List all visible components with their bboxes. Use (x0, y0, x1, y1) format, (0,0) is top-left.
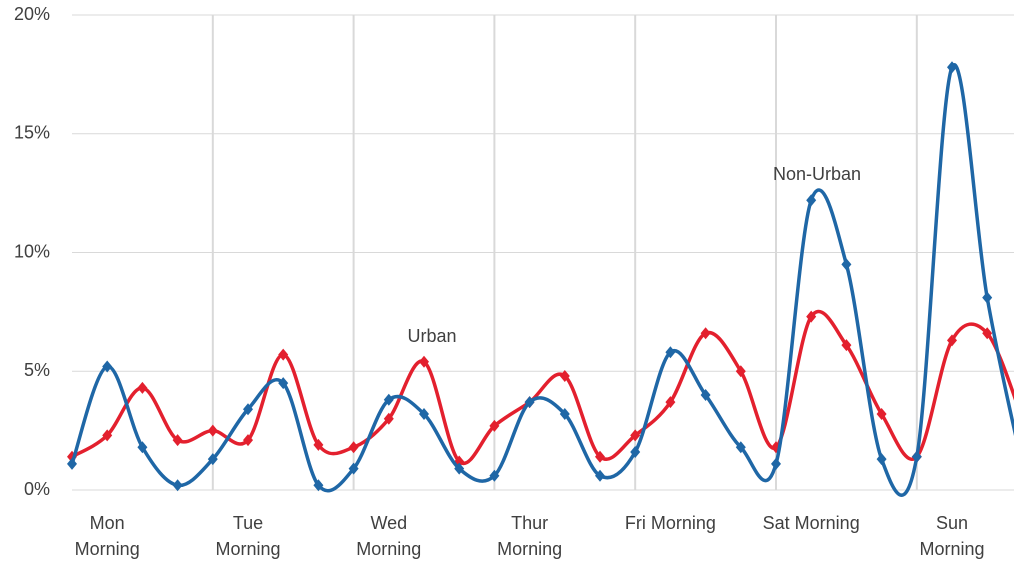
y-tick-label: 20% (14, 4, 50, 24)
marker (102, 360, 113, 373)
marker (137, 381, 148, 394)
x-tick-label: Fri Morning (624, 513, 716, 533)
marker (313, 479, 324, 492)
x-tick-label: Wed Morning (356, 513, 422, 559)
marker (172, 479, 183, 492)
marker (876, 408, 887, 420)
marker (278, 377, 289, 390)
marker (102, 429, 113, 442)
x-tick-label: Thur Morning (497, 513, 563, 559)
marker (735, 365, 746, 378)
marker (700, 327, 711, 340)
marker (876, 453, 887, 466)
marker (207, 424, 218, 437)
marker (771, 457, 781, 470)
y-tick-label: 0% (24, 479, 50, 499)
marker (665, 346, 676, 359)
marker (595, 450, 605, 463)
marker (419, 408, 429, 420)
x-tick-label: Mon Morning (74, 513, 140, 559)
plot-layer: 0% 5% 10% 15% 20% Urban Non-Urban (14, 4, 1014, 499)
marker (348, 441, 359, 454)
marker (947, 334, 957, 347)
marker (67, 457, 77, 470)
y-tick-label: 10% (14, 241, 50, 261)
series-label: Non-Urban (773, 164, 861, 184)
marker (595, 469, 605, 482)
marker (383, 393, 394, 406)
marker (911, 450, 922, 463)
x-tick-label: Tue Morning (215, 513, 281, 559)
y-tick-label: 15% (14, 123, 50, 143)
marker (806, 310, 817, 323)
marker (313, 438, 324, 451)
marker (278, 348, 289, 361)
marker (735, 441, 746, 454)
marker (454, 462, 465, 475)
marker (489, 469, 500, 482)
y-tick-label: 5% (24, 360, 50, 380)
marker (665, 396, 676, 409)
marker (630, 429, 641, 442)
marker (947, 61, 957, 74)
marker (630, 446, 641, 458)
marker (172, 434, 183, 447)
marker (982, 327, 993, 340)
marker (841, 339, 852, 352)
marker (806, 194, 817, 207)
series-label: Urban (407, 326, 456, 346)
marker (207, 453, 218, 466)
x-tick-label: Sat Morning (762, 513, 860, 533)
marker (137, 441, 148, 454)
marker (489, 419, 500, 432)
x-tick-label: Sun Morning (919, 513, 985, 559)
marker (700, 389, 711, 401)
marker (243, 403, 253, 416)
marker (524, 396, 535, 409)
marker (841, 258, 852, 271)
marker (243, 434, 253, 447)
marker (348, 462, 359, 475)
marker (383, 412, 394, 425)
marker (559, 408, 570, 420)
marker (559, 370, 570, 382)
marker (982, 291, 993, 304)
marker (419, 355, 429, 368)
